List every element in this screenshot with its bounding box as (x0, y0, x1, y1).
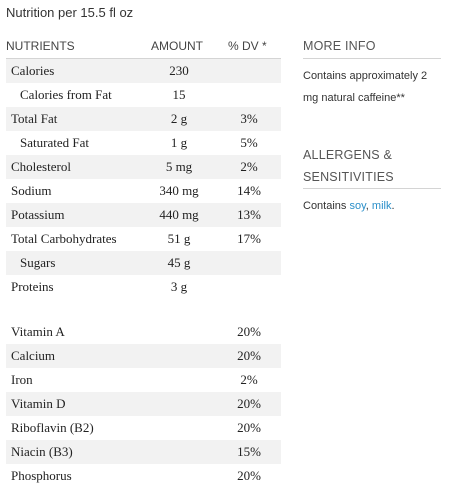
allergens-heading-line2: SENSITIVITIES (303, 166, 441, 189)
table-row: Total Fat 2 g 3% (6, 107, 281, 131)
vitamin-dv: 2% (240, 372, 258, 387)
table-row: Calories 230 (6, 59, 281, 83)
vitamin-dv: 20% (237, 420, 261, 435)
nutrient-name: Proteins (11, 279, 54, 294)
more-info-section: MORE INFO Contains approximately 2 mg na… (303, 34, 441, 109)
table-row: Phosphorus 20% (6, 464, 281, 488)
allergen-link-milk[interactable]: milk (371, 200, 392, 212)
table-row: Proteins 3 g (6, 275, 281, 299)
nutrient-amount: 2 g (170, 111, 188, 126)
vitamin-name: Iron (11, 372, 33, 387)
nutrient-name: Saturated Fat (20, 135, 89, 150)
table-row: Vitamin D 20% (6, 392, 281, 416)
header-dv: % DV * (228, 39, 267, 53)
nutrient-dv: 2% (240, 159, 258, 174)
header-amount: AMOUNT (151, 39, 203, 53)
allergens-separator: , (365, 200, 372, 212)
vitamin-dv: 20% (237, 348, 261, 363)
vitamin-name: Niacin (B3) (11, 444, 73, 459)
table-header: NUTRIENTS AMOUNT % DV * (6, 34, 281, 59)
vitamin-name: Riboflavin (B2) (11, 420, 94, 435)
table-row: Riboflavin (B2) 20% (6, 416, 281, 440)
nutrient-amount: 5 mg (165, 159, 193, 174)
vitamin-dv: 20% (237, 468, 261, 483)
allergens-suffix: . (391, 200, 395, 212)
table-row: Sugars 45 g (6, 251, 281, 275)
nutrient-name: Calories (11, 63, 55, 78)
nutrient-name: Sugars (20, 255, 56, 270)
table-row: Calories from Fat 15 (6, 83, 281, 107)
vitamin-name: Calcium (11, 348, 56, 363)
caffeine-note: Contains approximately 2 mg natural caff… (303, 70, 428, 104)
vitamin-dv: 20% (237, 324, 261, 339)
table-row: Calcium 20% (6, 344, 281, 368)
vitamins-table: Vitamin A 20% Calcium 20% Iron 2% Vitami… (6, 320, 281, 488)
allergens-text: Contains soy, milk. (303, 195, 441, 217)
header-nutrients: NUTRIENTS (6, 39, 75, 53)
nutrient-dv: 17% (237, 231, 261, 246)
nutrient-dv: 14% (237, 183, 261, 198)
vitamin-dv: 15% (237, 444, 261, 459)
nutrient-name: Potassium (11, 207, 65, 222)
nutrient-name: Sodium (11, 183, 52, 198)
nutrient-name: Cholesterol (11, 159, 71, 174)
allergen-link-soy[interactable]: soy (349, 200, 366, 212)
nutrient-amount: 340 mg (159, 183, 199, 198)
table-row: Iron 2% (6, 368, 281, 392)
table-row: Cholesterol 5 mg 2% (6, 155, 281, 179)
table-row: Potassium 440 mg 13% (6, 203, 281, 227)
nutrient-amount: 15 (172, 87, 186, 102)
nutrient-amount: 3 g (170, 279, 188, 294)
table-row: Total Carbohydrates 51 g 17% (6, 227, 281, 251)
nutrient-amount: 1 g (170, 135, 188, 150)
more-info-heading: MORE INFO (303, 34, 441, 59)
vitamin-dv: 20% (237, 396, 261, 411)
allergens-prefix: Contains (303, 200, 350, 212)
table-row: Niacin (B3) 15% (6, 440, 281, 464)
vitamin-name: Vitamin A (11, 324, 65, 339)
allergens-heading-line1: ALLERGENS & (303, 148, 393, 162)
nutrient-dv: 5% (240, 135, 258, 150)
nutrient-dv: 3% (240, 111, 258, 126)
nutrient-amount: 440 mg (159, 207, 199, 222)
nutrient-name: Calories from Fat (20, 87, 112, 102)
table-row: Vitamin A 20% (6, 320, 281, 344)
allergens-section: ALLERGENS & SENSITIVITIES Contains soy, … (303, 144, 441, 217)
vitamin-name: Phosphorus (11, 468, 72, 483)
nutrients-table: Calories 230 Calories from Fat 15 Total … (6, 59, 281, 299)
nutrient-amount: 45 g (167, 255, 191, 270)
nutrient-name: Total Carbohydrates (11, 231, 117, 246)
nutrient-dv: 13% (237, 207, 261, 222)
nutrient-name: Total Fat (11, 111, 58, 126)
table-row: Sodium 340 mg 14% (6, 179, 281, 203)
page-title: Nutrition per 15.5 fl oz (6, 5, 134, 20)
nutrient-amount: 51 g (167, 231, 191, 246)
vitamin-name: Vitamin D (11, 396, 66, 411)
table-row: Saturated Fat 1 g 5% (6, 131, 281, 155)
nutrient-amount: 230 (169, 63, 189, 78)
